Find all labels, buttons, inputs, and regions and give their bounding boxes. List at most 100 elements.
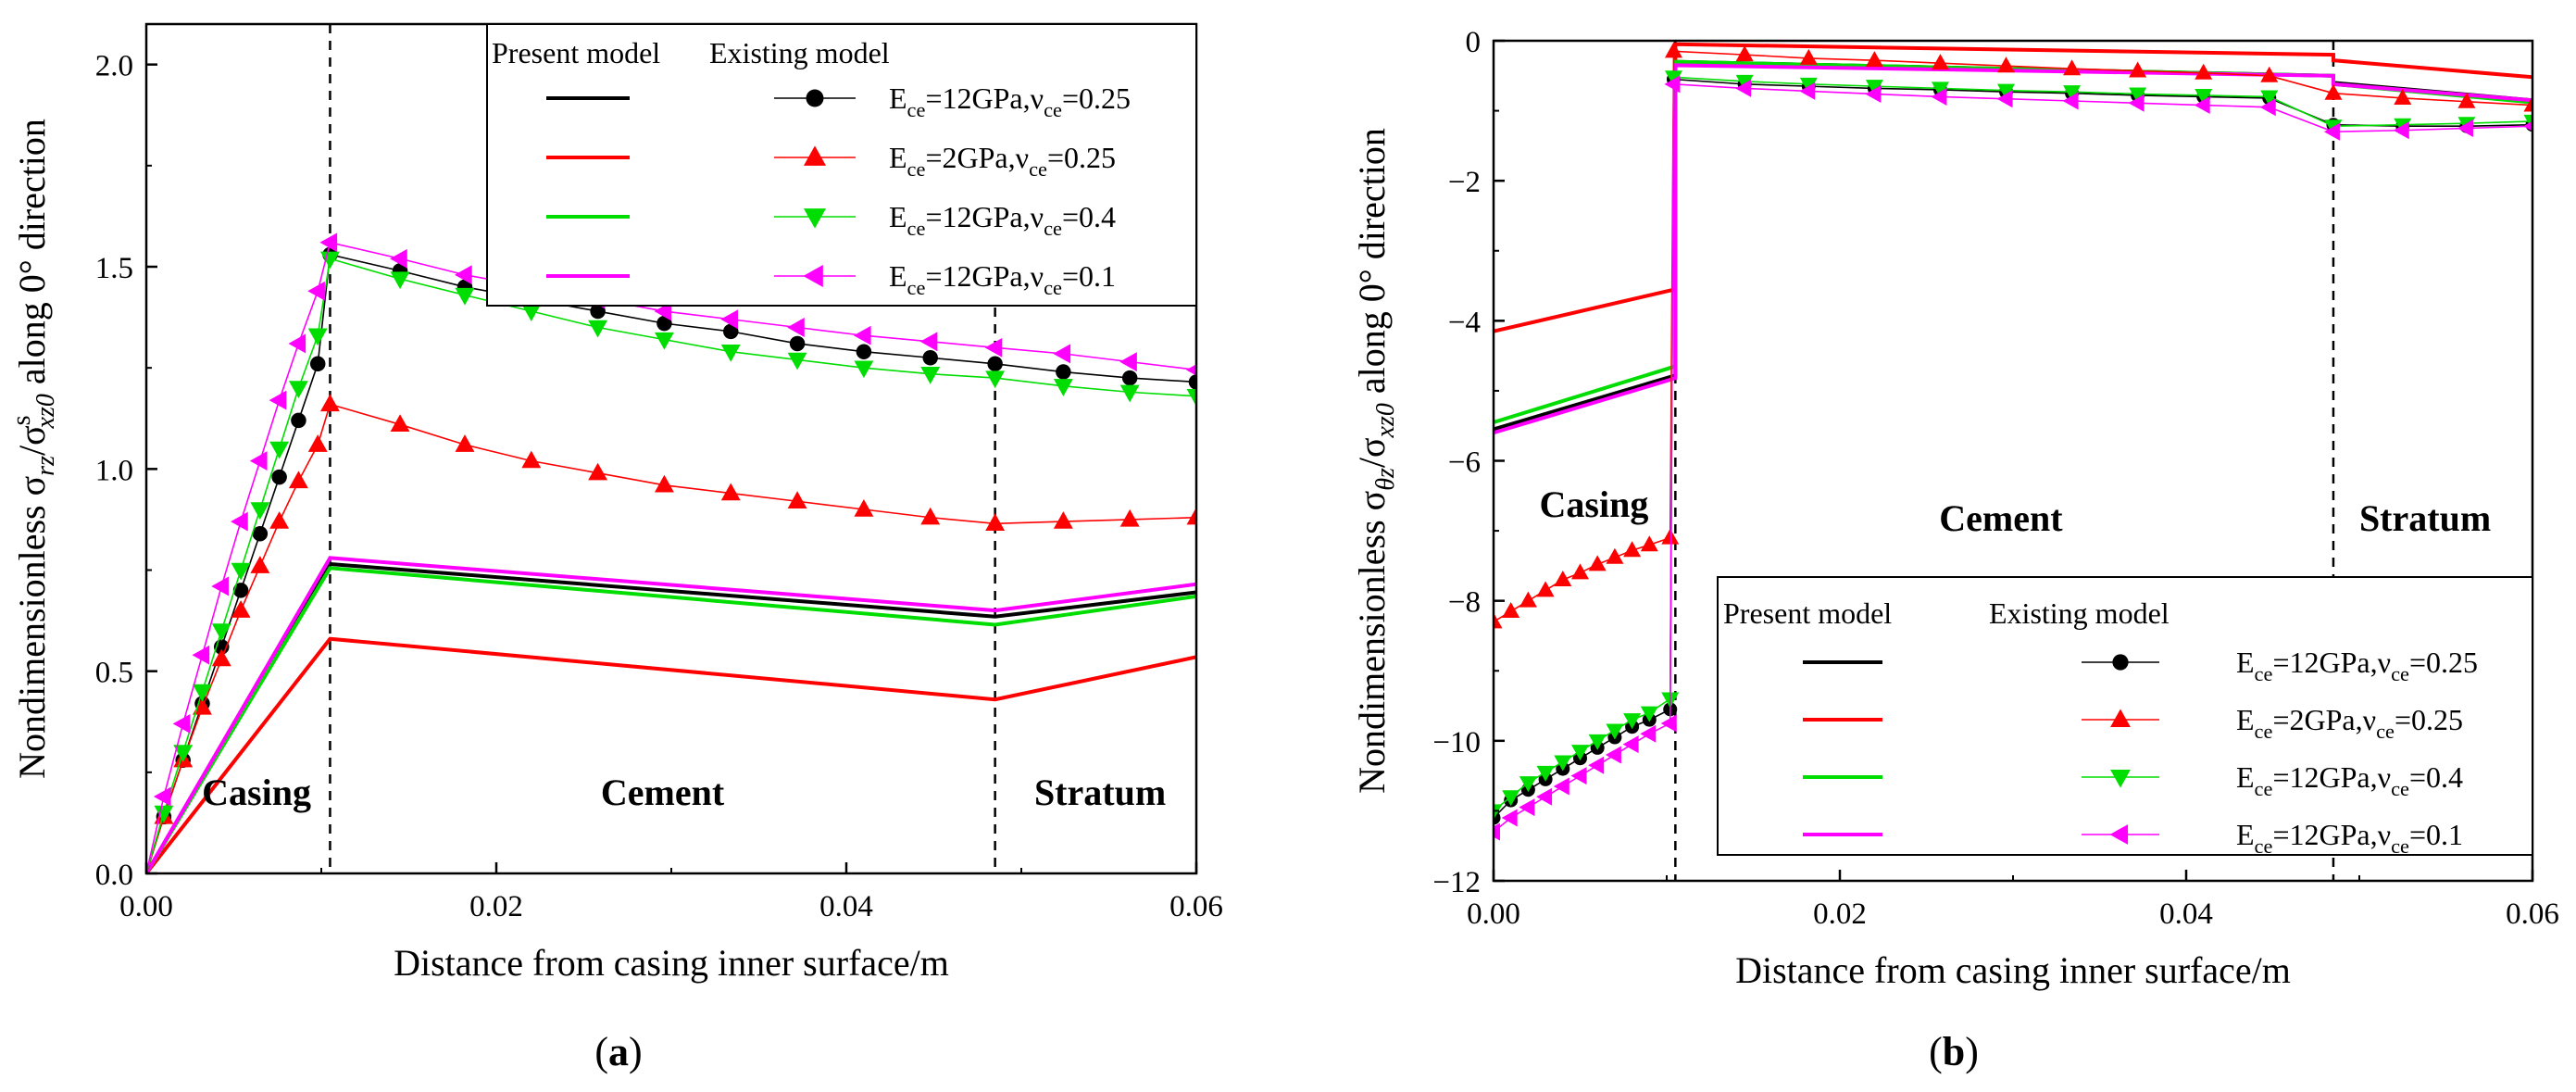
y-label-text: along 0° direction bbox=[11, 119, 53, 394]
legend-nu-subscript: ce bbox=[1044, 98, 1062, 121]
legend-e-value: =2GPa, bbox=[925, 141, 1015, 174]
data-point-ce12_04 bbox=[1664, 70, 1682, 87]
y-tick-label: 2.0 bbox=[95, 50, 133, 83]
present-model-line-ce12_01 bbox=[146, 556, 1196, 873]
data-point-ce2_025 bbox=[521, 450, 542, 469]
y-label-text: along 0° direction bbox=[1351, 128, 1393, 403]
data-point-ce12_01 bbox=[1536, 787, 1553, 806]
panel-label-paren: ) bbox=[629, 1029, 643, 1074]
x-tick-label: 0.06 bbox=[1169, 890, 1223, 923]
data-point-ce2_025 bbox=[1799, 48, 1818, 65]
y-label-text: Nondimensionless σ bbox=[1351, 491, 1393, 794]
data-point-ce12_04 bbox=[250, 502, 270, 520]
data-point-ce12_01 bbox=[1735, 79, 1752, 97]
existing-model-line-ce12_01 bbox=[146, 241, 1196, 873]
data-point-ce12_04 bbox=[985, 370, 1006, 389]
data-point-ce12_04 bbox=[1606, 723, 1624, 740]
data-point-ce2_025 bbox=[1997, 56, 2016, 73]
data-point-ce12_01 bbox=[153, 786, 171, 807]
present-model-line-ce12_04 bbox=[1494, 59, 2532, 424]
data-point-ce12_01 bbox=[1501, 809, 1518, 827]
data-point-ce2_025 bbox=[455, 434, 475, 452]
legend-marker-ce12_01 bbox=[2109, 824, 2129, 845]
data-point-ce12_01 bbox=[787, 318, 805, 337]
y-label-subscript: xz0 bbox=[1371, 403, 1400, 438]
data-point-ce12_04 bbox=[1502, 790, 1520, 807]
legend-e-symbol: E bbox=[889, 200, 907, 233]
data-point-ce12_01 bbox=[1186, 364, 1196, 376]
legend-nu-value: =0.25 bbox=[2409, 646, 2478, 679]
legend-label-ce12_025: Ece=12GPa,νce=0.25 bbox=[2236, 646, 2478, 685]
legend-label-ce12_04: Ece=12GPa,νce=0.4 bbox=[2236, 760, 2463, 800]
data-point-ce12_04 bbox=[1735, 74, 1754, 91]
x-tick-label: 0.02 bbox=[469, 890, 523, 923]
x-tick-label: 0.02 bbox=[1813, 897, 1867, 931]
data-point-ce12_04 bbox=[269, 441, 290, 459]
data-point-ce12_01 bbox=[2128, 94, 2145, 112]
data-point-ce12_04 bbox=[173, 745, 194, 762]
data-point-ce12_04 bbox=[654, 332, 674, 350]
region-label-cement: Cement bbox=[1939, 497, 2063, 539]
data-point-ce12_01 bbox=[269, 390, 287, 410]
data-point-ce2_025 bbox=[854, 499, 874, 517]
data-point-ce12_01 bbox=[319, 232, 338, 253]
data-point-ce12_01 bbox=[1588, 756, 1605, 774]
panel-label-paren: ) bbox=[1965, 1029, 1979, 1074]
data-point-ce12_01 bbox=[2457, 119, 2473, 137]
x-tick-label: 0.04 bbox=[2159, 897, 2213, 931]
data-point-ce12_04 bbox=[390, 271, 410, 290]
y-tick-label: −6 bbox=[1448, 446, 1481, 480]
data-point-ce12_01 bbox=[1664, 75, 1681, 94]
data-point-ce2_025 bbox=[1661, 528, 1680, 545]
legend-nu-symbol: ν bbox=[1016, 141, 1029, 174]
data-point-ce12_025 bbox=[252, 525, 269, 542]
data-point-ce2_025 bbox=[1606, 547, 1624, 564]
data-point-ce2_025 bbox=[985, 513, 1006, 531]
data-point-ce2_025 bbox=[211, 648, 231, 667]
legend-header-present: Present model bbox=[492, 36, 660, 69]
data-point-ce12_01 bbox=[231, 511, 248, 532]
data-point-ce2_025 bbox=[269, 511, 290, 529]
y-label-subscript: rz bbox=[31, 456, 60, 476]
legend-marker-ce12_025 bbox=[806, 89, 824, 107]
data-point-ce2_025 bbox=[288, 471, 308, 489]
legend-header-existing: Existing model bbox=[709, 36, 890, 69]
data-point-ce12_01 bbox=[1799, 82, 1816, 100]
panel-label-letter: b bbox=[1943, 1029, 1965, 1074]
data-point-ce12_01 bbox=[390, 248, 407, 269]
data-point-ce2_025 bbox=[193, 697, 212, 715]
y-label-text: Nondimensionless σ bbox=[11, 476, 53, 779]
data-point-ce12_04 bbox=[2195, 88, 2213, 105]
legend-box bbox=[1717, 576, 2533, 856]
legend-nu-subscript: ce bbox=[1044, 276, 1062, 299]
legend-e-symbol: E bbox=[2236, 760, 2255, 794]
data-point-ce2_025 bbox=[390, 414, 410, 432]
data-point-ce12_04 bbox=[154, 805, 174, 823]
region-label-stratum: Stratum bbox=[2359, 497, 2491, 539]
legend-nu-value: =0.25 bbox=[1062, 82, 1131, 115]
data-point-ce12_01 bbox=[2523, 120, 2532, 132]
data-point-ce12_01 bbox=[1865, 84, 1882, 103]
existing-model-markers-ce12_01 bbox=[1494, 75, 2532, 841]
data-point-ce12_025 bbox=[922, 350, 938, 366]
region-label-cement: Cement bbox=[601, 772, 725, 813]
data-point-ce2_025 bbox=[720, 483, 741, 501]
ticks: 0.00 0.02 0.04 0.06 0.0 0.5 1.0 1.5 2.0 bbox=[95, 50, 1223, 923]
data-point-ce12_01 bbox=[1996, 90, 2013, 108]
data-point-ce12_01 bbox=[2194, 96, 2210, 115]
data-point-ce12_04 bbox=[588, 320, 608, 338]
data-point-ce12_01 bbox=[1605, 746, 1621, 764]
data-point-ce2_025 bbox=[1494, 612, 1503, 629]
data-point-ce12_025 bbox=[1188, 374, 1196, 390]
data-point-ce12_01 bbox=[454, 265, 472, 285]
panel-label: (b) bbox=[1929, 1029, 1979, 1074]
existing-model-line-ce2_025 bbox=[146, 403, 1196, 873]
data-point-ce2_025 bbox=[1119, 508, 1140, 527]
data-point-ce2_025 bbox=[1735, 45, 1754, 62]
legend-e-value: =12GPa, bbox=[925, 259, 1030, 293]
data-point-ce2_025 bbox=[1571, 563, 1589, 580]
legend-e-symbol: E bbox=[889, 259, 907, 293]
x-tick-label: 0.00 bbox=[119, 890, 173, 923]
data-point-ce12_04 bbox=[1931, 82, 1949, 98]
